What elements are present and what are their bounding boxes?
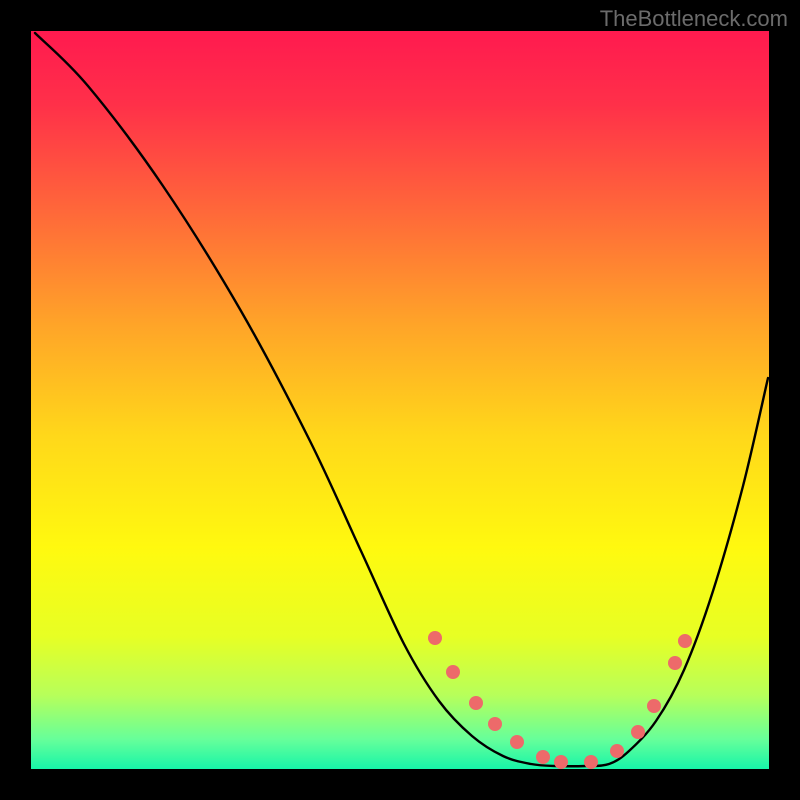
marker-dot [647,699,661,713]
marker-dot [584,755,598,769]
marker-dot [678,634,692,648]
marker-dot [428,631,442,645]
marker-dot [446,665,460,679]
chart-frame: TheBottleneck.com [0,0,800,800]
marker-dot [668,656,682,670]
plot-area [31,31,769,769]
watermark-text: TheBottleneck.com [600,6,788,32]
marker-dot [554,755,568,769]
marker-dots-layer [31,31,769,769]
marker-dot [610,744,624,758]
marker-dot [631,725,645,739]
marker-dot [469,696,483,710]
marker-dot [510,735,524,749]
marker-dot [488,717,502,731]
marker-dot [536,750,550,764]
